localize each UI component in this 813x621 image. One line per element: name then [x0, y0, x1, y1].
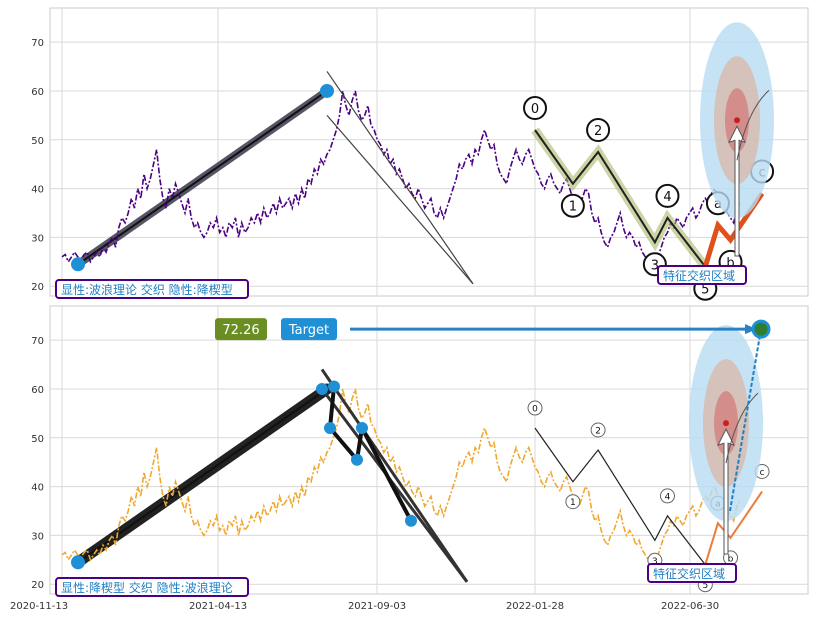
wedge-upper-line	[320, 368, 469, 583]
impulse-wave-line	[534, 129, 707, 268]
method-label-frame	[55, 279, 249, 299]
trend-start-point	[71, 257, 85, 272]
wave-label-marker	[565, 494, 581, 510]
zone-label-box: 特征交织区域	[657, 265, 747, 285]
y-tick-label: 50	[31, 136, 44, 147]
price-line	[61, 90, 741, 274]
wedge-point	[324, 422, 336, 435]
wave-label: 3	[652, 557, 658, 567]
wave-label-marker	[527, 400, 543, 416]
wedge-point	[316, 382, 328, 395]
wave-label: 1	[570, 498, 576, 508]
wave-label: 2	[595, 427, 601, 437]
wave-label-marker	[586, 118, 611, 142]
wave-label: 2	[594, 124, 602, 139]
x-tick-label: 2021-04-13	[189, 601, 247, 612]
wedge-point	[328, 380, 340, 393]
zone-label-frame	[647, 563, 737, 583]
bottom-panel: 203040506070012345abc显性:降楔型 交织 隐性:波浪理论特征…	[31, 305, 809, 597]
wave-label: 0	[532, 405, 538, 415]
target-label-text: Target	[288, 323, 329, 338]
zone-label-box: 特征交织区域	[647, 563, 737, 583]
target-value-badge	[215, 318, 267, 341]
y-tick-label: 50	[31, 434, 44, 445]
corrective-wave-line	[702, 192, 765, 268]
wave-label: 5	[701, 283, 709, 298]
x-tick-label: 2022-06-30	[661, 601, 719, 612]
wave-label: 1	[569, 200, 577, 215]
y-tick-label: 30	[31, 233, 44, 244]
trend-start-point	[71, 555, 85, 570]
y-tick-label: 40	[31, 185, 44, 196]
wave-label: 4	[663, 190, 671, 205]
trend-end-point	[320, 83, 334, 98]
target-projection-line	[729, 328, 762, 512]
target-arrow-head	[745, 324, 757, 335]
method-label-box: 显性:降楔型 交织 隐性:波浪理论	[55, 577, 249, 597]
method-label-frame	[55, 577, 249, 597]
wave-label: c	[760, 468, 765, 478]
plot-frame	[49, 305, 809, 595]
wave-label: b	[726, 256, 734, 271]
method-label-text: 显性:波浪理论 交织 隐性:降楔型	[61, 282, 233, 297]
target-zone-center	[734, 117, 740, 124]
wave-label: a	[714, 197, 722, 212]
wedge-point	[356, 422, 368, 435]
wave-label: 3	[651, 258, 659, 273]
trend-line-core	[77, 90, 328, 266]
wave-label: b	[728, 554, 734, 564]
wave-label: 0	[531, 102, 539, 117]
wedge-point	[405, 514, 417, 527]
impulse-wave-line	[534, 427, 706, 566]
y-tick-label: 20	[31, 580, 44, 591]
y-tick-label: 70	[31, 336, 44, 347]
wedge-lower-line	[326, 114, 474, 285]
wave-label-marker	[659, 488, 675, 504]
up-arrow-icon	[717, 428, 735, 555]
price-line	[61, 388, 741, 572]
wedge-upper-line	[326, 71, 474, 285]
target-label-badge	[281, 318, 337, 341]
y-tick-label: 30	[31, 531, 44, 542]
up-arrow-icon	[728, 125, 746, 257]
wedge-point	[351, 453, 363, 466]
wave-label: 4	[665, 492, 671, 502]
wave-label-marker	[655, 183, 680, 208]
wave-label-marker	[590, 422, 606, 438]
x-tick-label: 2022-01-28	[506, 601, 564, 612]
x-tick-label: 2021-09-03	[348, 601, 406, 612]
zone-label-text: 特征交织区域	[663, 268, 735, 283]
y-tick-label: 20	[31, 282, 44, 293]
y-tick-label: 60	[31, 385, 44, 396]
wave-label-marker	[560, 193, 585, 218]
target-value-text: 72.26	[222, 323, 259, 338]
projection-curve	[725, 392, 759, 464]
x-tick-label: 2020-11-13	[10, 601, 68, 612]
y-tick-label: 60	[31, 87, 44, 98]
target-zone-center	[723, 420, 729, 427]
zone-label-frame	[657, 265, 747, 285]
y-tick-label: 70	[31, 38, 44, 49]
target-point	[751, 319, 771, 339]
y-tick-label: 40	[31, 483, 44, 494]
wave-label: 5	[702, 581, 708, 591]
trend-line-core	[77, 388, 328, 564]
method-label-box: 显性:波浪理论 交织 隐性:降楔型	[55, 279, 249, 299]
wave-label-marker	[523, 96, 548, 121]
top-panel: 203040506070012345abc显性:波浪理论 交织 隐性:降楔型特征…	[31, 7, 809, 301]
plot-frame	[49, 7, 809, 297]
projection-curve	[736, 89, 770, 161]
method-label-text: 显性:降楔型 交织 隐性:波浪理论	[61, 580, 233, 595]
zone-label-text: 特征交织区域	[653, 566, 725, 581]
